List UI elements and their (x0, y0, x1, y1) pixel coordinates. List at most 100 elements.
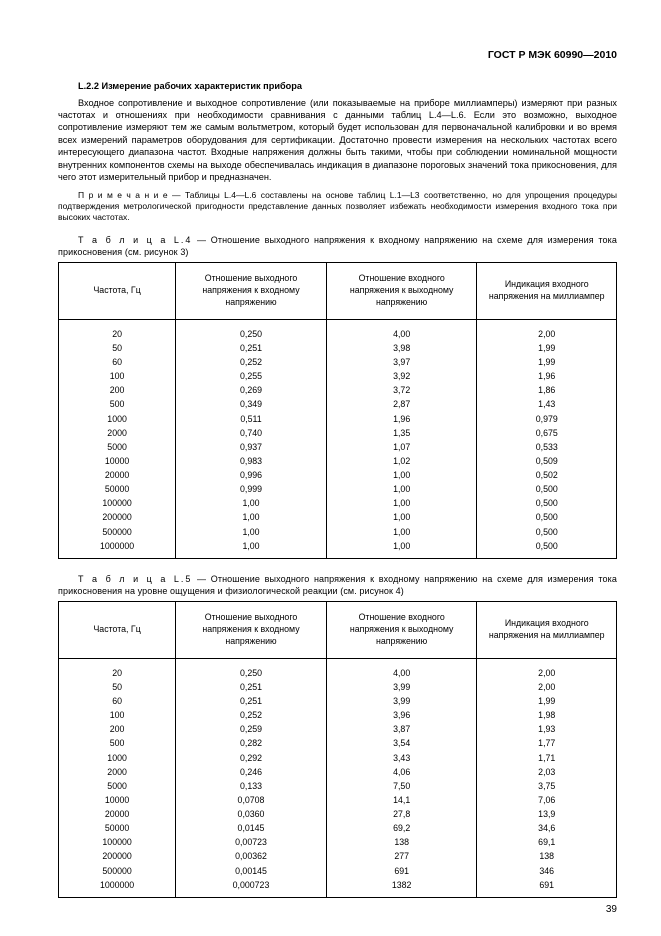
table-cell: 691 (326, 864, 477, 878)
table-cell: 1000 (59, 412, 176, 426)
col-in-out: Отношение входного напряжения к выходном… (326, 602, 477, 659)
table-cell: 1,71 (477, 751, 617, 765)
table-cell: 1,99 (477, 355, 617, 369)
table-cell: 1,07 (326, 440, 477, 454)
table-cell: 0,511 (176, 412, 327, 426)
table-cell: 50000 (59, 482, 176, 496)
table-cell: 0,675 (477, 426, 617, 440)
table-cell: 1,00 (326, 539, 477, 559)
table-cell: 3,54 (326, 736, 477, 750)
table-cell: 0,251 (176, 694, 327, 708)
table-cell: 1,96 (326, 412, 477, 426)
table-cell: 1,86 (477, 383, 617, 397)
table-header-row: Частота, Гц Отношение выходного напряжен… (59, 602, 617, 659)
table-cell: 0,0708 (176, 793, 327, 807)
table-cell: 3,87 (326, 722, 477, 736)
table-cell: 2000 (59, 426, 176, 440)
col-freq: Частота, Гц (59, 602, 176, 659)
table-cell: 3,97 (326, 355, 477, 369)
table-cell: 3,98 (326, 341, 477, 355)
table-row: 5000001,001,000,500 (59, 525, 617, 539)
table-row: 100000,070814,17,06 (59, 793, 617, 807)
table-cell: 0,250 (176, 658, 327, 680)
table-cell: 4,06 (326, 765, 477, 779)
table-cell: 4,00 (326, 658, 477, 680)
table-cell: 10000 (59, 454, 176, 468)
table-cell: 138 (326, 835, 477, 849)
table-cell: 1,99 (477, 341, 617, 355)
table-cell: 69,2 (326, 821, 477, 835)
table-row: 50000,9371,070,533 (59, 440, 617, 454)
table-cell: 1,00 (326, 525, 477, 539)
table-cell: 2,00 (477, 319, 617, 341)
col-indication: Индикация входного напряжения на миллиам… (477, 263, 617, 320)
table-l5-caption: Т а б л и ц а L.5 — Отношение выходного … (58, 573, 617, 597)
table-row: 600,2513,991,99 (59, 694, 617, 708)
table-cell: 3,43 (326, 751, 477, 765)
table-cell: 0,282 (176, 736, 327, 750)
table-cell: 1,43 (477, 397, 617, 411)
table-cell: 1000000 (59, 878, 176, 898)
table-cell: 0,999 (176, 482, 327, 496)
table-cell: 10000 (59, 793, 176, 807)
table-row: 5000,3492,871,43 (59, 397, 617, 411)
table-cell: 0,251 (176, 341, 327, 355)
table-row: 20000,7401,350,675 (59, 426, 617, 440)
table-cell: 0,0360 (176, 807, 327, 821)
table-cell: 3,99 (326, 680, 477, 694)
table-cell: 500000 (59, 525, 176, 539)
table-row: 500,2513,992,00 (59, 680, 617, 694)
table-cell: 0,00145 (176, 864, 327, 878)
table-cell: 100 (59, 708, 176, 722)
page: ГОСТ Р МЭК 60990—2010 L.2.2 Измерение ра… (0, 0, 661, 936)
paragraph-1: Входное сопротивление и выходное сопроти… (58, 97, 617, 184)
table-cell: 500 (59, 736, 176, 750)
table-cell: 1,00 (326, 468, 477, 482)
table-cell: 1,99 (477, 694, 617, 708)
table-cell: 1,77 (477, 736, 617, 750)
table-cell: 100000 (59, 496, 176, 510)
table-cell: 691 (477, 878, 617, 898)
table-cell: 60 (59, 694, 176, 708)
table-cell: 1,00 (326, 510, 477, 524)
section-heading: L.2.2 Измерение рабочих характеристик пр… (78, 80, 617, 92)
table-cell: 277 (326, 849, 477, 863)
table-cell: 0,996 (176, 468, 327, 482)
table-cell: 1,93 (477, 722, 617, 736)
table-cell: 0,00723 (176, 835, 327, 849)
table-cell: 0,133 (176, 779, 327, 793)
note-label: П р и м е ч а н и е (78, 190, 168, 200)
table-l4-label: Т а б л и ц а L.4 (78, 235, 192, 245)
table-cell: 7,50 (326, 779, 477, 793)
table-cell: 0,500 (477, 482, 617, 496)
table-cell: 3,99 (326, 694, 477, 708)
table-row: 600,2523,971,99 (59, 355, 617, 369)
table-row: 10000001,001,000,500 (59, 539, 617, 559)
table-cell: 0,983 (176, 454, 327, 468)
table-cell: 0,502 (477, 468, 617, 482)
table-cell: 60 (59, 355, 176, 369)
table-cell: 0,533 (477, 440, 617, 454)
table-cell: 2,87 (326, 397, 477, 411)
table-cell: 500 (59, 397, 176, 411)
table-cell: 1,00 (176, 525, 327, 539)
table-cell: 50000 (59, 821, 176, 835)
table-cell: 1000000 (59, 539, 176, 559)
table-cell: 1,35 (326, 426, 477, 440)
table-row: 500,2513,981,99 (59, 341, 617, 355)
col-out-in: Отношение выходного напряжения к входном… (176, 263, 327, 320)
table-header-row: Частота, Гц Отношение выходного напряжен… (59, 263, 617, 320)
table-cell: 2,00 (477, 680, 617, 694)
table-row: 10000000,0007231382691 (59, 878, 617, 898)
table-row: 1000,2523,961,98 (59, 708, 617, 722)
table-cell: 0,259 (176, 722, 327, 736)
table-cell: 138 (477, 849, 617, 863)
table-cell: 1000 (59, 751, 176, 765)
table-row: 200,2504,002,00 (59, 319, 617, 341)
table-cell: 0,500 (477, 496, 617, 510)
table-row: 10000,2923,431,71 (59, 751, 617, 765)
table-row: 50000,1337,503,75 (59, 779, 617, 793)
table-cell: 0,252 (176, 355, 327, 369)
table-cell: 0,500 (477, 525, 617, 539)
table-cell: 0,246 (176, 765, 327, 779)
